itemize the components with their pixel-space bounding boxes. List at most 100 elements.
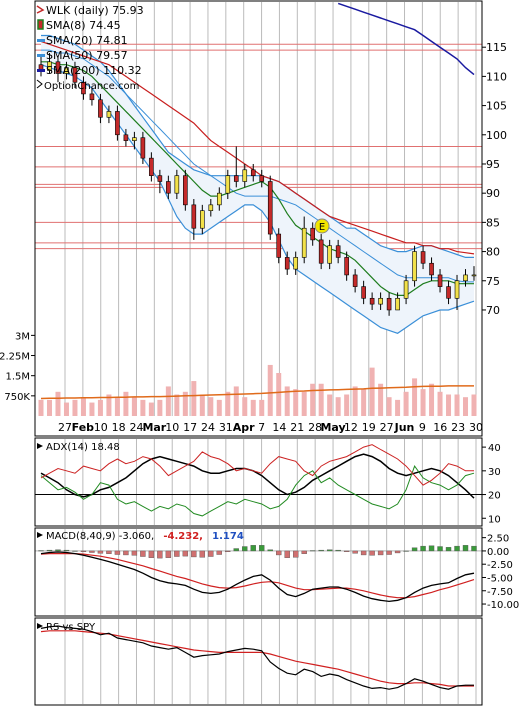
- macd-tick-label-4: -7.50: [487, 587, 513, 598]
- candle-body-50: [463, 274, 468, 282]
- macd-main-line: [40, 551, 475, 603]
- price-legend: WLK (daily) 75.93 SMA(8) 74.45 SMA(20) 7…: [36, 4, 144, 92]
- legend-sma50-label: SMA(50) 79.57: [46, 49, 128, 62]
- rs-line: [40, 625, 474, 690]
- macd-hist-bar-6: [89, 550, 95, 553]
- rs-average-line: [40, 630, 474, 687]
- sma8-line: [41, 61, 474, 296]
- candle-body-44: [412, 251, 417, 282]
- macd-tick-label-0: 2.50: [487, 534, 509, 545]
- macd-hist-bar-29: [284, 550, 290, 558]
- volume-bar-37: [352, 386, 358, 416]
- volume-bar-45: [420, 389, 426, 416]
- candle-body-43: [403, 280, 409, 299]
- macd-label: MACD(8,40,9) -3.060, -4.232, 1.174: [46, 531, 244, 542]
- candle-body-8: [106, 111, 112, 118]
- candle-body-16: [174, 175, 180, 194]
- volume-bar-1: [46, 399, 52, 416]
- macd-tick-label-3: -5.00: [487, 573, 513, 584]
- volume-bar-30: [293, 389, 299, 416]
- macd-hist-bar-13: [148, 550, 155, 558]
- volume-bar-19: [199, 394, 205, 416]
- legend-sma20: SMA(20) 74.81: [37, 34, 128, 47]
- candle-body-25: [250, 169, 256, 176]
- volume-bar-22: [225, 391, 231, 416]
- candle-body-28: [276, 233, 282, 258]
- adx-tick-label-20: 20: [488, 491, 501, 502]
- macd-hist-bar-40: [377, 550, 384, 556]
- x-tick-label-0: 27: [58, 421, 72, 434]
- candle-body-3: [64, 67, 69, 74]
- candle-body-40: [378, 297, 383, 305]
- macd-signal-value: -4.232,: [163, 531, 203, 542]
- adx-tick-label-10: 10: [488, 514, 501, 525]
- candle-body-48: [446, 286, 451, 299]
- candle-body-45: [420, 251, 426, 264]
- price-tick-label-70: 70: [486, 304, 500, 317]
- macd-hist-bar-22: [225, 550, 231, 552]
- macd-hist-bar-30: [293, 550, 299, 558]
- macd-hist-bar-19: [199, 550, 206, 558]
- adx-label: ADX(14) 18.48: [46, 442, 120, 453]
- x-tick-label-14: 28: [308, 421, 322, 434]
- sma8-swatch-icon: [37, 19, 44, 30]
- volume-bar-41: [386, 397, 392, 416]
- x-tick-label-13: 21: [290, 421, 304, 434]
- volume-bar-43: [403, 391, 409, 416]
- macd-hist-bar-37: [352, 550, 358, 554]
- macd-hist-bar-24: [242, 546, 248, 552]
- price-tick-label-90: 90: [486, 187, 500, 200]
- volume-bar-48: [446, 394, 452, 416]
- rs-arrow-icon: [37, 623, 43, 629]
- volume-tick-label-0: 3M: [15, 331, 30, 342]
- volume-bar-32: [310, 383, 316, 416]
- x-tick-label-20: 9: [419, 421, 426, 434]
- macd-hist-bar-46: [428, 545, 435, 552]
- volume-bar-0: [38, 399, 44, 416]
- macd-hist-bar-41: [386, 550, 392, 555]
- volume-bar-12: [140, 399, 146, 416]
- candle-body-7: [98, 99, 103, 118]
- volume-tick-label-2: 1.5M: [5, 372, 30, 383]
- volume-bar-29: [284, 386, 290, 416]
- watermark: OptionChance.com: [36, 79, 139, 92]
- candle-body-20: [208, 204, 214, 211]
- upper-band-line: [41, 34, 474, 258]
- x-tick-label-16: 12: [344, 421, 358, 434]
- price-tick-label-105: 105: [486, 100, 507, 113]
- price-tick-label-115: 115: [486, 41, 507, 54]
- x-tick-label-2: 10: [94, 421, 108, 434]
- volume-bar-16: [174, 394, 180, 416]
- price-tick-label-100: 100: [486, 129, 507, 142]
- macd-hist-bar-12: [140, 550, 146, 557]
- x-tick-label-3: 18: [112, 421, 126, 434]
- volume-average-line: [40, 385, 474, 400]
- volume-bar-33: [318, 383, 324, 416]
- volume-bar-20: [208, 397, 214, 416]
- volume-bar-40: [378, 383, 384, 416]
- candle-body-35: [335, 245, 341, 258]
- macd-hist-bar-23: [233, 548, 239, 552]
- volume-panel: 3M 2.25M 1.5M 750K: [0, 331, 477, 416]
- macd-hist-bar-4: [72, 550, 78, 552]
- candle-body-19: [200, 210, 205, 229]
- volume-bar-34: [327, 394, 333, 416]
- candle-body-51: [471, 274, 477, 277]
- macd-tick-label-1: 0.00: [487, 547, 509, 558]
- macd-hist-bar-42: [394, 550, 401, 554]
- volume-bar-15: [165, 386, 171, 416]
- macd-hist-bar-45: [420, 545, 426, 552]
- candle-body-32: [310, 227, 315, 241]
- sma200-swatch-icon: [37, 69, 45, 72]
- volume-bar-28: [276, 373, 282, 416]
- volume-bar-23: [233, 386, 239, 416]
- macd-tick-label-2: -2.50: [487, 560, 513, 571]
- candle-body-26: [259, 175, 265, 182]
- candle-body-36: [344, 257, 349, 276]
- macd-hist-bar-2: [55, 549, 61, 552]
- candle-body-10: [123, 134, 129, 141]
- sma50-swatch-icon: [37, 54, 45, 57]
- price-tick-label-110: 110: [486, 70, 507, 83]
- macd-hist-bar-18: [191, 550, 197, 558]
